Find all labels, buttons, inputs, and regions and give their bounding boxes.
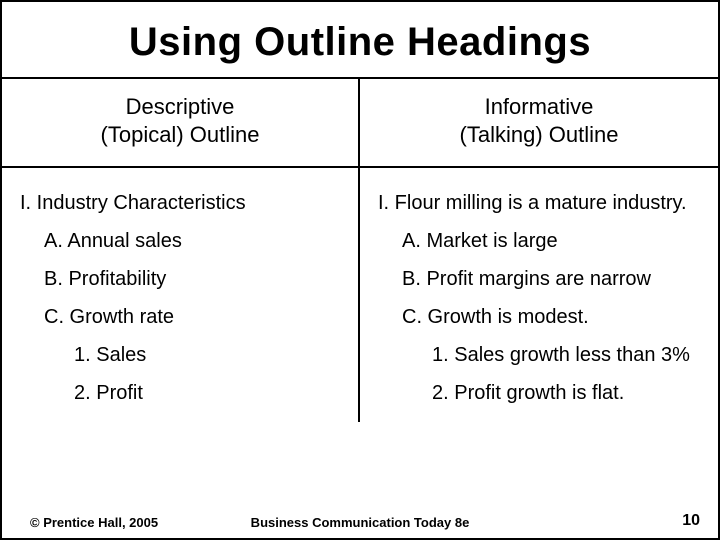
footer-page-number: 10 <box>682 512 700 530</box>
outline-item: 2. Profit <box>20 374 348 412</box>
left-header-line2: (Topical) Outline <box>101 122 260 147</box>
outline-item: A. Market is large <box>378 222 708 260</box>
outline-item: C. Growth is modest. <box>378 298 708 336</box>
columns: Descriptive (Topical) Outline I. Industr… <box>2 79 718 422</box>
outline-item: I. Industry Characteristics <box>20 184 348 222</box>
footer-booktitle: Business Communication Today 8e <box>251 515 470 530</box>
footer: © Prentice Hall, 2005 Business Communica… <box>2 512 718 530</box>
left-column-body: I. Industry Characteristics A. Annual sa… <box>2 168 358 422</box>
right-header-line1: Informative <box>485 94 594 119</box>
title-region: Using Outline Headings <box>2 2 718 79</box>
right-column-body: I. Flour milling is a mature industry. A… <box>360 168 718 422</box>
right-column: Informative (Talking) Outline I. Flour m… <box>360 79 718 422</box>
outline-item: 1. Sales growth less than 3% <box>378 336 708 374</box>
slide: Using Outline Headings Descriptive (Topi… <box>0 0 720 540</box>
outline-item: B. Profitability <box>20 260 348 298</box>
outline-item: 1. Sales <box>20 336 348 374</box>
outline-item: C. Growth rate <box>20 298 348 336</box>
left-header-line1: Descriptive <box>126 94 235 119</box>
right-header-line2: (Talking) Outline <box>460 122 619 147</box>
outline-item: A. Annual sales <box>20 222 348 260</box>
outline-item: 2. Profit growth is flat. <box>378 374 708 412</box>
outline-item: B. Profit margins are narrow <box>378 260 708 298</box>
left-column-header: Descriptive (Topical) Outline <box>2 79 358 168</box>
slide-title: Using Outline Headings <box>2 20 718 65</box>
left-column: Descriptive (Topical) Outline I. Industr… <box>2 79 360 422</box>
right-column-header: Informative (Talking) Outline <box>360 79 718 168</box>
outline-item: I. Flour milling is a mature industry. <box>378 184 708 222</box>
footer-copyright: © Prentice Hall, 2005 <box>30 515 158 530</box>
